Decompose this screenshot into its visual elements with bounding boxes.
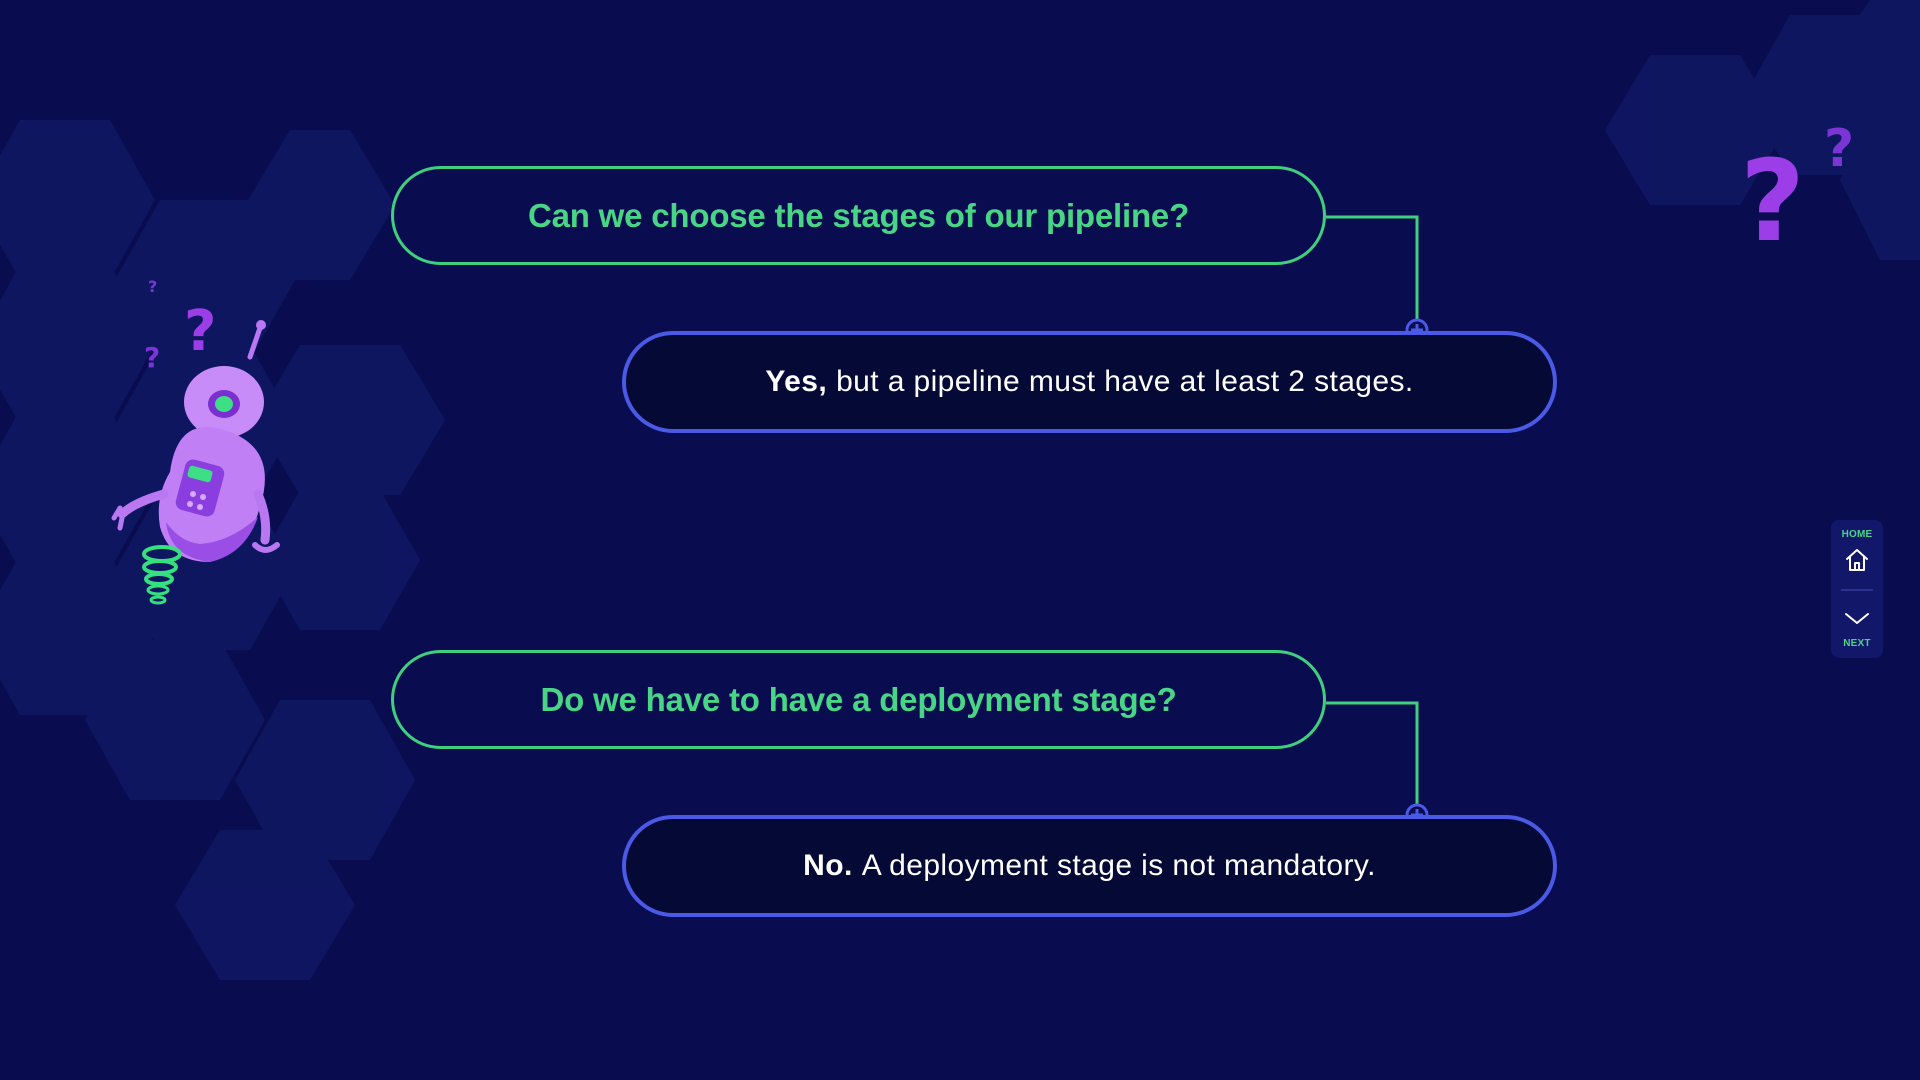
next-button[interactable] xyxy=(1831,598,1883,638)
robot-illustration: ? ? ? xyxy=(111,277,280,605)
answer-lead-1: Yes, xyxy=(765,365,828,398)
answer-text-2: A deployment stage is not mandatory. xyxy=(861,849,1376,882)
svg-text:?: ? xyxy=(148,277,157,296)
question-marks-decoration: ? ? xyxy=(1740,119,1854,250)
answer-lead-2: No. xyxy=(803,849,853,882)
question-text-1: Can we choose the stages of our pipeline… xyxy=(527,196,1190,234)
home-button[interactable] xyxy=(1831,542,1883,578)
question-text-2: Do we have to have a deployment stage? xyxy=(540,680,1177,718)
svg-text:?: ? xyxy=(1740,137,1805,250)
answer-pill-1: Yes, but a pipeline must have at least 2… xyxy=(622,331,1557,433)
home-label: HOME xyxy=(1841,529,1873,540)
answer-pill-2: No. A deployment stage is not mandatory. xyxy=(622,815,1557,917)
answer-text-1: but a pipeline must have at least 2 stag… xyxy=(836,365,1414,398)
svg-text:?: ? xyxy=(144,341,160,374)
svg-text:?: ? xyxy=(184,299,216,364)
next-label: NEXT xyxy=(1843,638,1871,649)
question-pill-1: Can we choose the stages of our pipeline… xyxy=(391,166,1326,265)
chevron-down-icon xyxy=(1845,613,1869,624)
side-navigation: HOME NEXT xyxy=(1831,520,1883,658)
question-pill-2: Do we have to have a deployment stage? xyxy=(391,650,1326,749)
svg-text:?: ? xyxy=(1824,119,1854,179)
home-icon xyxy=(1846,549,1868,571)
nav-divider xyxy=(1841,589,1873,591)
